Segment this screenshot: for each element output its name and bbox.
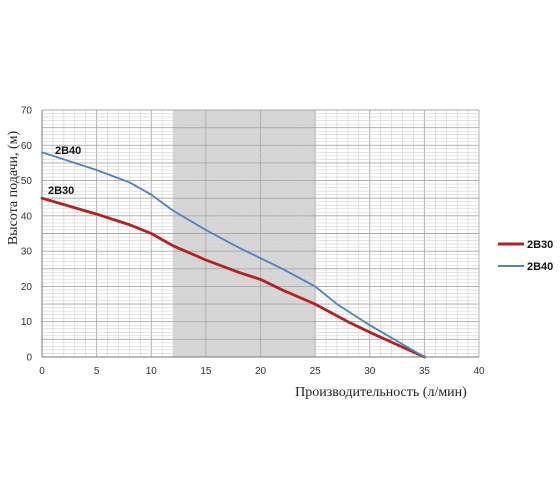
series-layer — [40, 151, 426, 359]
x-tick-label: 35 — [419, 366, 431, 377]
x-tick-label: 10 — [146, 366, 158, 377]
x-tick-labels: 0 5 10 15 20 25 30 35 40 — [39, 366, 485, 377]
y-tick-label: 10 — [21, 317, 33, 328]
x-tick-label: 25 — [310, 366, 322, 377]
x-tick-label: 15 — [200, 366, 212, 377]
y-tick-labels: 0 10 20 30 40 50 60 70 — [21, 106, 33, 364]
legend: 2B30 2B40 — [498, 239, 553, 273]
y-tick-label: 60 — [21, 141, 33, 152]
curve-label-2b40: 2B40 — [55, 145, 81, 157]
x-tick-label: 5 — [94, 366, 100, 377]
grid-layer — [41, 109, 480, 358]
x-axis-title: Производительность (л/мин) — [295, 385, 467, 400]
x-tick-label: 30 — [364, 366, 376, 377]
y-tick-label: 40 — [21, 211, 33, 222]
legend-label-2b40: 2B40 — [527, 261, 553, 273]
x-tick-label: 40 — [473, 366, 485, 377]
y-tick-label: 70 — [21, 106, 33, 117]
legend-label-2b30: 2B30 — [527, 239, 553, 251]
x-tick-label: 20 — [255, 366, 267, 377]
axis-layer — [41, 110, 479, 358]
y-tick-label: 20 — [21, 282, 33, 293]
y-tick-label: 50 — [21, 176, 33, 187]
y-axis-title: Высота подачи, (м) — [6, 130, 21, 245]
curve-label-2b30: 2B30 — [48, 185, 74, 197]
series-line-2b40 — [41, 151, 426, 358]
x-tick-label: 0 — [39, 366, 45, 377]
y-tick-label: 30 — [21, 247, 33, 258]
y-tick-label: 0 — [26, 353, 32, 364]
series-line-2b30 — [40, 196, 426, 359]
